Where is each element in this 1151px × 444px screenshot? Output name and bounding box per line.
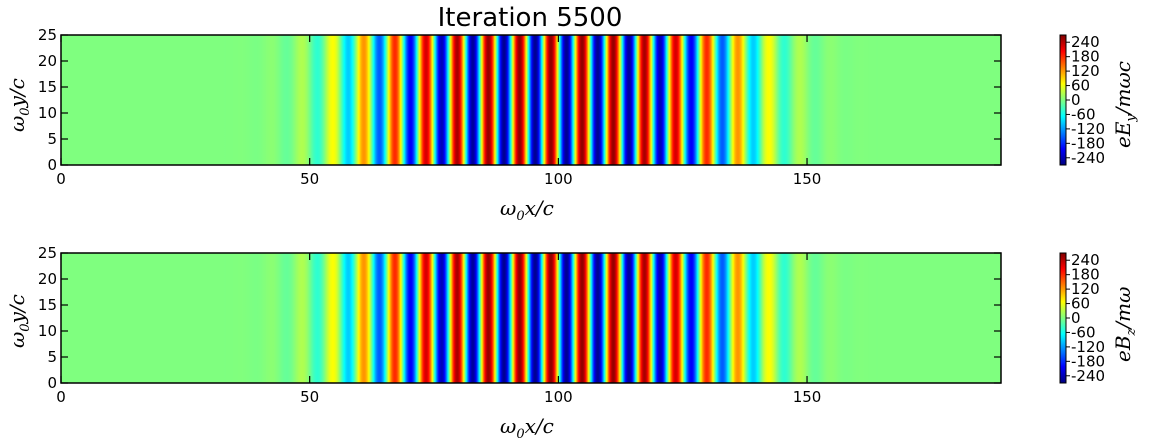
svg-text:ω0y/c: ω0y/c bbox=[5, 78, 33, 132]
y-tick-label: 25 bbox=[38, 26, 57, 44]
ey-x-axis-label: ω0x/c bbox=[500, 196, 554, 224]
colorbar-tick-label: 240 bbox=[1071, 251, 1100, 269]
y-tick-label: 25 bbox=[38, 244, 57, 262]
ey-colorbar-label: eEy/mωc bbox=[1111, 61, 1139, 148]
ey-panel: 0 50 100 150 0 5 10 15 20 25 ω0x/c ω0y/c 2401801… bbox=[5, 26, 1139, 224]
bz-heatmap bbox=[61, 253, 1001, 383]
bz-colorbar bbox=[1059, 252, 1067, 384]
y-tick-label: 15 bbox=[38, 296, 57, 314]
y-tick-label: 15 bbox=[38, 78, 57, 96]
colorbar-tick-label: -180 bbox=[1071, 134, 1105, 152]
colorbar-tick-label: 180 bbox=[1071, 266, 1100, 284]
ey-y-axis: 0 5 10 15 20 25 bbox=[38, 26, 1001, 174]
bz-x-axis-label: ω0x/c bbox=[500, 414, 554, 442]
figure-title: Iteration 5500 bbox=[438, 3, 623, 33]
colorbar-tick-label: 240 bbox=[1071, 33, 1100, 51]
colorbar-tick-label: 0 bbox=[1071, 91, 1081, 109]
colorbar-tick-label: 60 bbox=[1071, 77, 1090, 95]
colorbar-tick-label: -180 bbox=[1071, 352, 1105, 370]
bz-y-axis: 0 5 10 15 20 25 bbox=[38, 244, 1001, 392]
svg-text:eEy/mωc: eEy/mωc bbox=[1111, 61, 1139, 148]
y-tick-label: 0 bbox=[47, 156, 57, 174]
y-tick-label: 0 bbox=[47, 374, 57, 392]
y-tick-label: 10 bbox=[38, 104, 57, 122]
x-tick-label: 0 bbox=[56, 388, 66, 406]
y-tick-label: 20 bbox=[38, 270, 57, 288]
ey-y-axis-label: ω0y/c bbox=[5, 78, 33, 132]
bz-panel: 0 50 100 150 0 5 10 15 20 25 ω0x/c ω0y/c 2401801… bbox=[5, 244, 1139, 442]
colorbar-tick-label: 0 bbox=[1071, 309, 1081, 327]
colorbar-tick-label: 60 bbox=[1071, 295, 1090, 313]
x-tick-label: 50 bbox=[300, 170, 319, 188]
x-tick-label: 150 bbox=[793, 170, 822, 188]
x-tick-label: 100 bbox=[544, 170, 573, 188]
bz-colorbar-label: eBz/mω bbox=[1111, 287, 1139, 362]
x-tick-label: 100 bbox=[544, 388, 573, 406]
colorbar-tick-label: -60 bbox=[1071, 105, 1096, 123]
ey-colorbar bbox=[1059, 34, 1067, 166]
bz-x-axis: 0 50 100 150 bbox=[56, 253, 821, 406]
colorbar-tick-label: -120 bbox=[1071, 120, 1105, 138]
ey-heatmap bbox=[61, 35, 1001, 165]
bz-y-axis-label: ω0y/c bbox=[5, 294, 33, 348]
svg-text:eBz/mω: eBz/mω bbox=[1111, 287, 1139, 362]
colorbar-tick-label: 180 bbox=[1071, 48, 1100, 66]
ey-x-axis: 0 50 100 150 bbox=[56, 35, 821, 188]
colorbar-tick-label: -240 bbox=[1071, 149, 1105, 167]
svg-text:ω0y/c: ω0y/c bbox=[5, 294, 33, 348]
colorbar-tick-label: 120 bbox=[1071, 280, 1100, 298]
colorbar-tick-label: -240 bbox=[1071, 367, 1105, 385]
colorbar-tick-label: -60 bbox=[1071, 323, 1096, 341]
x-tick-label: 0 bbox=[56, 170, 66, 188]
svg-text:ω0x/c: ω0x/c bbox=[500, 196, 554, 224]
svg-text:ω0x/c: ω0x/c bbox=[500, 414, 554, 442]
y-tick-label: 5 bbox=[47, 348, 57, 366]
y-tick-label: 10 bbox=[38, 322, 57, 340]
colorbar-tick-label: -120 bbox=[1071, 338, 1105, 356]
y-tick-label: 5 bbox=[47, 130, 57, 148]
x-tick-label: 50 bbox=[300, 388, 319, 406]
bz-plot-frame bbox=[60, 252, 1002, 384]
x-tick-label: 150 bbox=[793, 388, 822, 406]
y-tick-label: 20 bbox=[38, 52, 57, 70]
colorbar-tick-label: 120 bbox=[1071, 62, 1100, 80]
ey-plot-frame bbox=[60, 34, 1002, 166]
